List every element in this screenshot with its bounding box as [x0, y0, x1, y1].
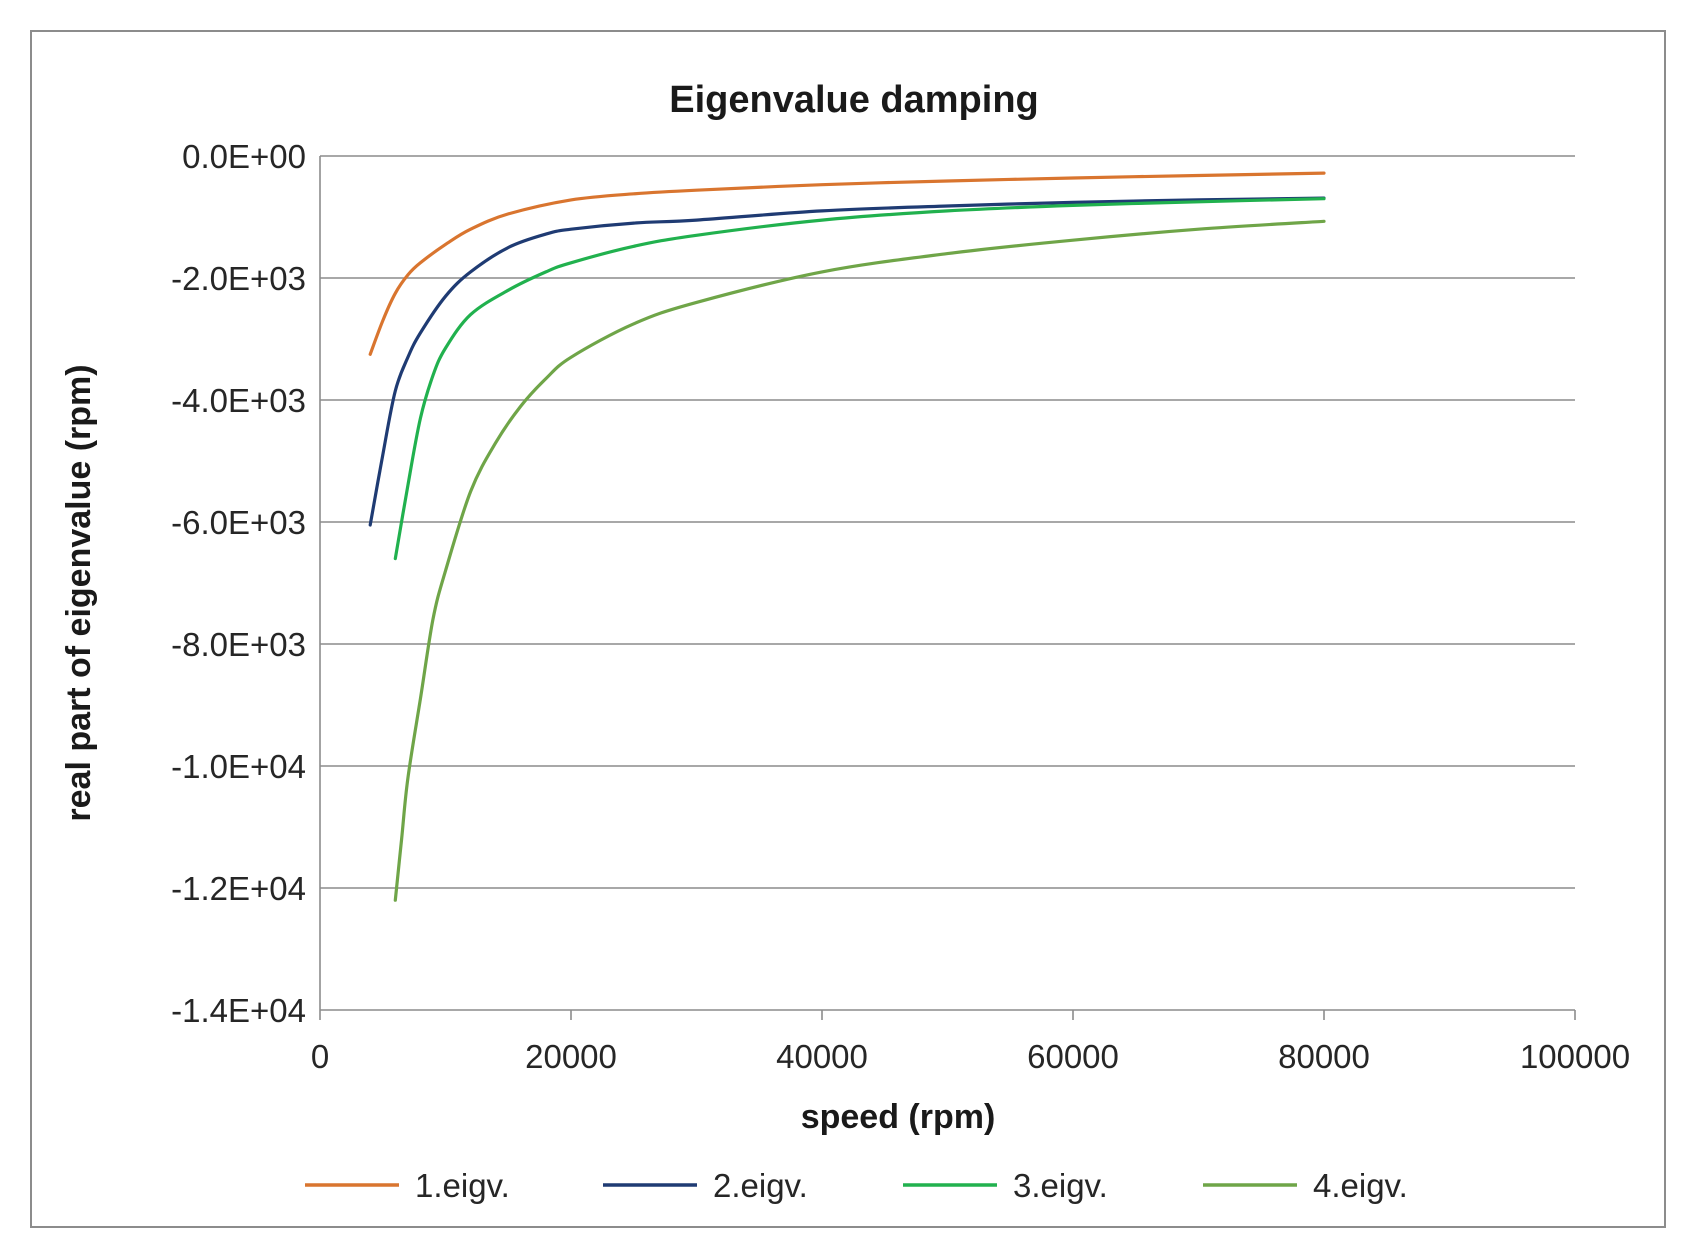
- x-tick-label: 0: [311, 1038, 329, 1075]
- x-axis-ticks: 0 20000 40000 60000 80000 100000: [311, 1010, 1630, 1075]
- legend-item-2: 2.eigv.: [603, 1167, 808, 1204]
- y-axis-ticks: 0.0E+00 -2.0E+03 -4.0E+03 -6.0E+03 -8.0E+03 -…: [171, 138, 306, 1029]
- legend-label: 4.eigv.: [1313, 1167, 1408, 1204]
- legend-label: 1.eigv.: [415, 1167, 510, 1204]
- x-axis: [319, 156, 1575, 1011]
- x-tick-label: 60000: [1027, 1038, 1119, 1075]
- x-tick-label: 20000: [525, 1038, 617, 1075]
- x-tick-label: 100000: [1520, 1038, 1630, 1075]
- series-line-4: [393, 219, 1326, 902]
- y-tick-label: 0.0E+00: [182, 138, 306, 175]
- y-tick-label: -8.0E+03: [171, 626, 306, 663]
- legend-label: 3.eigv.: [1013, 1167, 1108, 1204]
- series-line-3: [393, 197, 1326, 561]
- y-tick-label: -1.4E+04: [171, 992, 306, 1029]
- legend: 1.eigv. 2.eigv. 3.eigv. 4.eigv.: [305, 1167, 1408, 1204]
- gridlines: [320, 155, 1575, 889]
- y-axis-title: real part of eigenvalue (rpm): [60, 364, 98, 821]
- legend-item-4: 4.eigv.: [1203, 1167, 1408, 1204]
- y-tick-label: -1.2E+04: [171, 870, 306, 907]
- x-axis-title: speed (rpm): [801, 1098, 996, 1136]
- legend-label: 2.eigv.: [713, 1167, 808, 1204]
- chart-title: Eigenvalue damping: [669, 79, 1039, 121]
- x-tick-label: 40000: [776, 1038, 868, 1075]
- y-tick-label: -6.0E+03: [171, 504, 306, 541]
- series-line-2: [368, 196, 1326, 527]
- y-tick-label: -4.0E+03: [171, 382, 306, 419]
- legend-item-3: 3.eigv.: [903, 1167, 1108, 1204]
- series-line-1: [368, 171, 1326, 356]
- series-lines: [368, 171, 1326, 902]
- legend-item-1: 1.eigv.: [305, 1167, 510, 1204]
- x-tick-label: 80000: [1278, 1038, 1370, 1075]
- y-tick-label: -2.0E+03: [171, 260, 306, 297]
- y-tick-label: -1.0E+04: [171, 748, 306, 785]
- chart-frame: [30, 30, 1666, 1228]
